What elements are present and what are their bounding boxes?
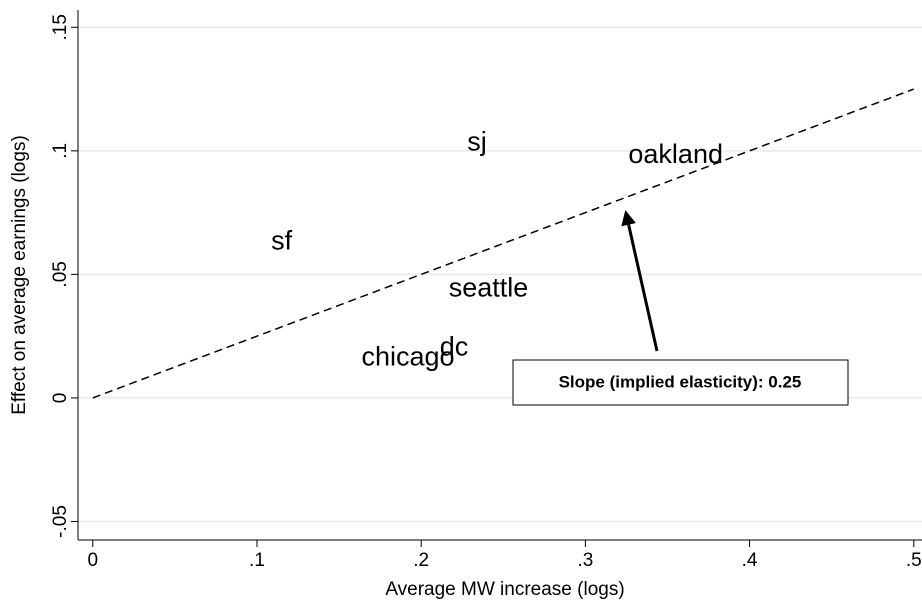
x-axis-title: Average MW increase (logs) [385,579,624,600]
y-tick-label: .1 [50,143,71,159]
x-tick-label: .4 [742,550,758,571]
fit-line [92,88,915,399]
point-label: seattle [449,272,529,302]
point-label: oakland [628,139,723,169]
point-label: chicago [362,342,455,372]
point-label: dc [440,332,469,362]
y-tick-label: -.05 [50,505,71,538]
annotation: Slope (implied elasticity): 0.25 [559,372,802,391]
annotation-arrow [621,210,659,352]
x-tick-label: .3 [577,550,593,571]
y-tick-label: .05 [50,261,71,287]
y-axis-title: Effect on average earnings (logs) [9,135,30,415]
y-tick-label: .15 [50,14,71,40]
x-tick-label: .5 [906,550,922,571]
x-tick-label: .1 [249,550,265,571]
point-label: sj [467,127,487,157]
x-tick-label: 0 [87,550,98,571]
y-tick-label: 0 [50,393,71,404]
x-tick-label: .2 [413,550,429,571]
point-label: sf [271,225,293,255]
annotation-box [512,359,849,406]
